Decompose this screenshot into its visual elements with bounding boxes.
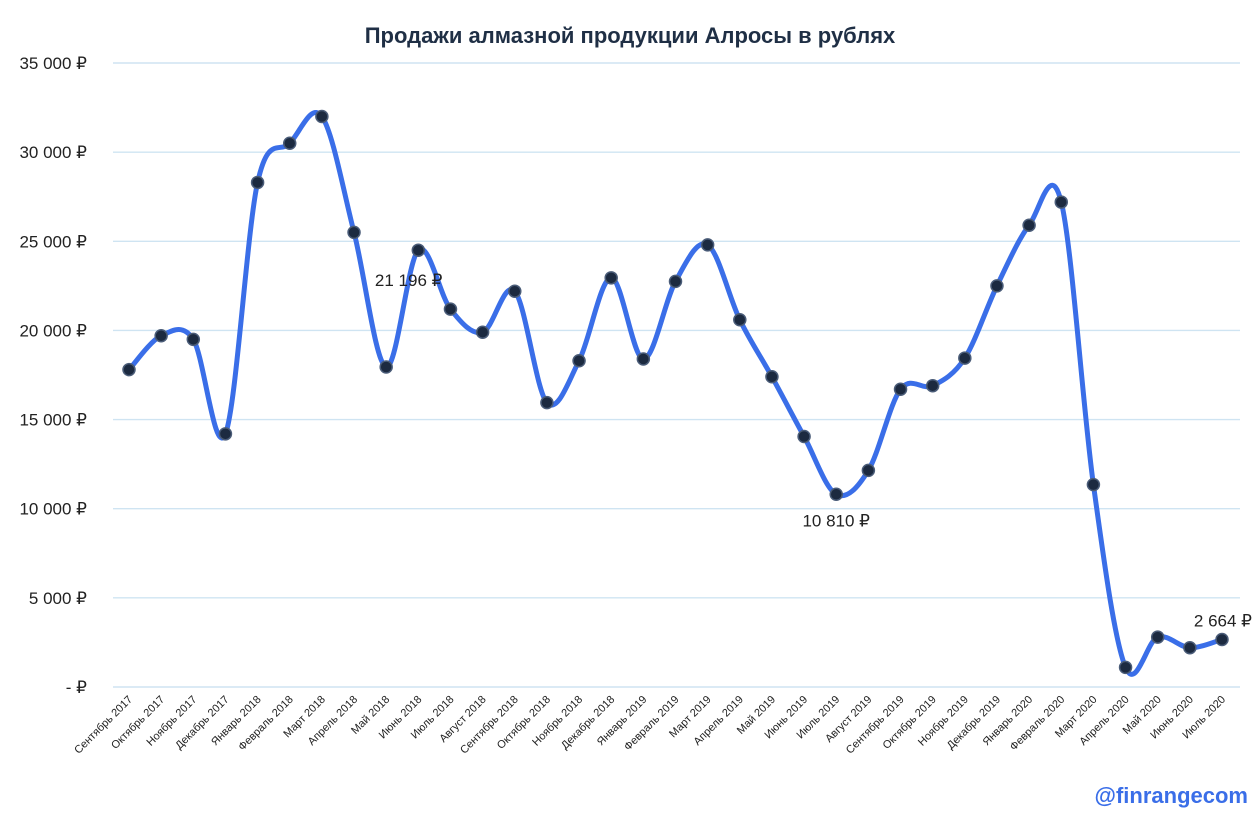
data-point [443,302,458,316]
data-point [411,243,426,257]
data-point [925,378,940,393]
data-point [700,238,715,252]
data-point [893,382,908,397]
x-tick-label: Сентябрь 2018 [458,694,521,757]
x-tick-label: Сентябрь 2017 [72,694,135,757]
data-point [154,329,168,343]
data-point [1118,660,1133,675]
y-tick-label: 15 000 ₽ [19,411,87,430]
data-point [186,332,201,347]
x-tick-label: Сентябрь 2019 [844,694,907,757]
data-labels: 21 196 ₽ 10 810 ₽ 2 664 ₽ [375,271,1252,630]
watermark: @finrangecom [1094,783,1248,808]
y-tick-label: - ₽ [66,678,87,697]
data-point [347,225,361,240]
data-point [379,360,393,374]
data-point [218,427,233,441]
data-point [829,487,843,502]
data-point [636,352,651,366]
data-point [797,429,811,444]
data-point [1150,630,1165,644]
y-tick-label: 5 000 ₽ [29,589,87,608]
grid-layer [113,62,1240,688]
data-point [668,274,683,289]
data-point [604,271,618,285]
data-point [765,370,779,384]
chart-title: Продажи алмазной продукции Алросы в рубл… [365,23,896,48]
data-label: 21 196 ₽ [375,271,443,290]
data-point [1215,632,1229,647]
data-point [733,312,747,327]
data-label: 2 664 ₽ [1194,612,1252,631]
data-point [540,395,554,410]
y-tick-label: 20 000 ₽ [19,321,87,340]
data-point [1183,641,1197,655]
data-point [958,351,972,365]
data-point [250,175,265,190]
data-point [122,362,136,377]
data-point [282,136,297,150]
data-point [861,463,876,478]
y-tick-label: 25 000 ₽ [19,232,87,251]
data-point [1086,477,1101,492]
data-points [122,109,1229,675]
data-point [315,109,329,124]
data-point [572,353,586,368]
data-point [475,325,490,339]
data-point [1054,195,1069,209]
data-label: 10 810 ₽ [802,511,870,530]
y-axis-ticks: - ₽ 5 000 ₽ 10 000 ₽ 15 000 ₽ 20 000 ₽ 25 000… [19,54,87,697]
y-tick-label: 10 000 ₽ [19,500,87,519]
data-point [990,279,1004,293]
y-tick-label: 35 000 ₽ [19,54,87,73]
data-point [1022,218,1036,232]
y-tick-label: 30 000 ₽ [19,143,87,162]
data-point [508,284,522,298]
